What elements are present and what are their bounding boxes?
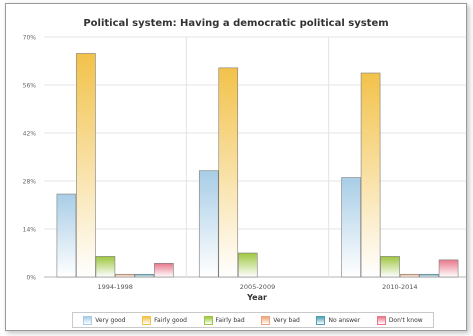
y-tick-label: 0% — [26, 275, 36, 282]
chart-frame: Political system: Having a democratic po… — [5, 3, 471, 331]
legend-label: Don't know — [388, 316, 423, 324]
legend-item-fairly-good[interactable]: Fairly good — [142, 315, 187, 325]
bar-don-t-know-2010-2014[interactable] — [438, 259, 459, 278]
x-tick-label: 2005-2009 — [240, 283, 275, 291]
legend-item-no-answer[interactable]: No answer — [316, 315, 361, 325]
legend-item-very-good[interactable]: Very good — [83, 315, 126, 325]
x-axis-label: Year — [246, 293, 267, 302]
bar-fairly-good-2010-2014[interactable] — [360, 72, 381, 278]
legend-label: Very good — [95, 316, 126, 324]
chart-legend: Very good Fairly good Fairly bad Very bad No… — [72, 312, 434, 328]
x-axis-ticks: 1994-1998 2005-2009 2010-2014 — [97, 283, 417, 291]
bar-very-bad-2010-2014[interactable] — [399, 273, 420, 278]
y-tick-label: 70% — [23, 35, 37, 42]
bar-fairly-bad-2010-2014[interactable] — [380, 256, 400, 278]
bar-fairly-good-1994-1998[interactable] — [76, 53, 96, 278]
legend-item-fairly-bad[interactable]: Fairly bad — [203, 315, 245, 325]
legend-swatch-icon — [376, 315, 386, 325]
legend-item-very-bad[interactable]: Very bad — [261, 315, 300, 325]
bar-fairly-bad-2005-2009[interactable] — [237, 252, 258, 278]
legend-swatch-icon — [261, 315, 271, 325]
legend-label: Fairly bad — [215, 316, 245, 324]
y-axis-ticks: 0% 14% 28% 42% 56% 70% — [23, 35, 37, 282]
chart-title: Political system: Having a democratic po… — [83, 18, 388, 29]
bar-very-bad-1994-1998[interactable] — [115, 273, 135, 278]
legend-swatch-icon — [83, 315, 93, 325]
bar-very-good-2005-2009[interactable] — [198, 170, 219, 278]
legend-item-don-t-know[interactable]: Don't know — [376, 315, 423, 325]
bar-very-good-2010-2014[interactable] — [341, 177, 361, 278]
y-tick-label: 28% — [23, 179, 37, 186]
legend-label: Very bad — [273, 316, 300, 324]
y-tick-label: 14% — [23, 227, 37, 234]
legend-label: Fairly good — [154, 316, 187, 324]
bar-very-good-1994-1998[interactable] — [56, 193, 77, 278]
legend-label: No answer — [328, 316, 361, 324]
legend-swatch-icon — [316, 315, 326, 325]
x-tick-label: 1994-1998 — [97, 283, 132, 291]
bar-no-answer-1994-1998[interactable] — [134, 273, 155, 278]
bar-fairly-bad-1994-1998[interactable] — [95, 256, 116, 278]
bar-don-t-know-1994-1998[interactable] — [154, 262, 174, 278]
bar-fairly-good-2005-2009[interactable] — [218, 67, 239, 278]
bar-no-answer-2010-2014[interactable] — [419, 273, 439, 278]
y-tick-label: 42% — [23, 131, 37, 138]
legend-swatch-icon — [142, 315, 152, 325]
y-tick-label: 56% — [23, 83, 37, 90]
bars — [56, 53, 459, 278]
legend-swatch-icon — [203, 315, 213, 325]
x-tick-label: 2010-2014 — [382, 283, 417, 291]
grid-lines — [44, 36, 471, 278]
bar-chart: Political system: Having a democratic po… — [23, 18, 471, 302]
